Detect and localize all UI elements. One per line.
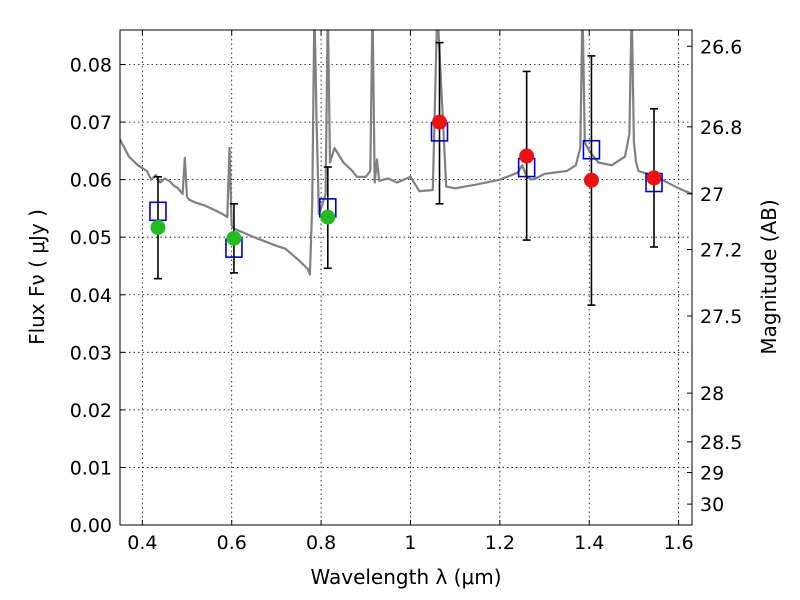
y2-tick-label: 29 [700,463,724,485]
nir-data-point [646,170,662,186]
y-tick-label: 0.04 [70,285,112,307]
y2-tick-label: 28 [700,383,724,405]
y-tick-label: 0.05 [70,227,112,249]
nir-data-point [519,148,535,164]
y-tick-label: 0.08 [70,55,112,77]
y2-tick-label: 26.8 [700,117,742,139]
plot-area [120,30,692,306]
x-tick-label: 1.6 [663,532,693,554]
y2-tick-label: 27.5 [700,306,742,328]
y-tick-label: 0.06 [70,170,112,192]
x-tick-label: 1 [404,532,416,554]
optical-data-point [150,219,166,235]
plot-background [120,30,692,525]
x-tick-label: 1.4 [574,532,604,554]
y-tick-label: 0.01 [70,457,112,479]
model-spectrum-line [120,30,692,276]
y2-tick-label: 27 [700,184,724,206]
y-tick-label: 0.03 [70,342,112,364]
y-tick-label: 0.07 [70,112,112,134]
x-tick-label: 0.8 [306,532,336,554]
y2-axis-label: Magnitude (AB) [757,199,781,354]
y2-tick-label: 27.2 [700,240,742,262]
y-axis-label: Flux Fν ( μJy ) [25,209,49,345]
y2-tick-label: 28.5 [700,432,742,454]
x-axis-label: Wavelength λ (μm) [310,565,501,589]
grid-lines [120,30,692,526]
axis-ticks: 0.4 0.6 0.8 1 1.2 1.4 1.6 0.00 0.01 0.02 0.03 0.04 0… [70,30,742,554]
y-tick-label: 0.02 [70,400,112,422]
nir-data-point [583,172,599,188]
x-tick-label: 0.4 [127,532,157,554]
x-tick-label: 0.6 [217,532,247,554]
x-tick-label: 1.2 [485,532,515,554]
plot-frame [119,29,693,526]
chart-marks [120,30,692,306]
y2-tick-label: 30 [700,494,724,516]
nir-data-point [432,114,448,130]
y2-tick-label: 26.6 [700,36,742,58]
optical-data-point [226,230,242,246]
optical-data-point [320,209,336,225]
y-tick-label: 0.00 [70,515,112,537]
